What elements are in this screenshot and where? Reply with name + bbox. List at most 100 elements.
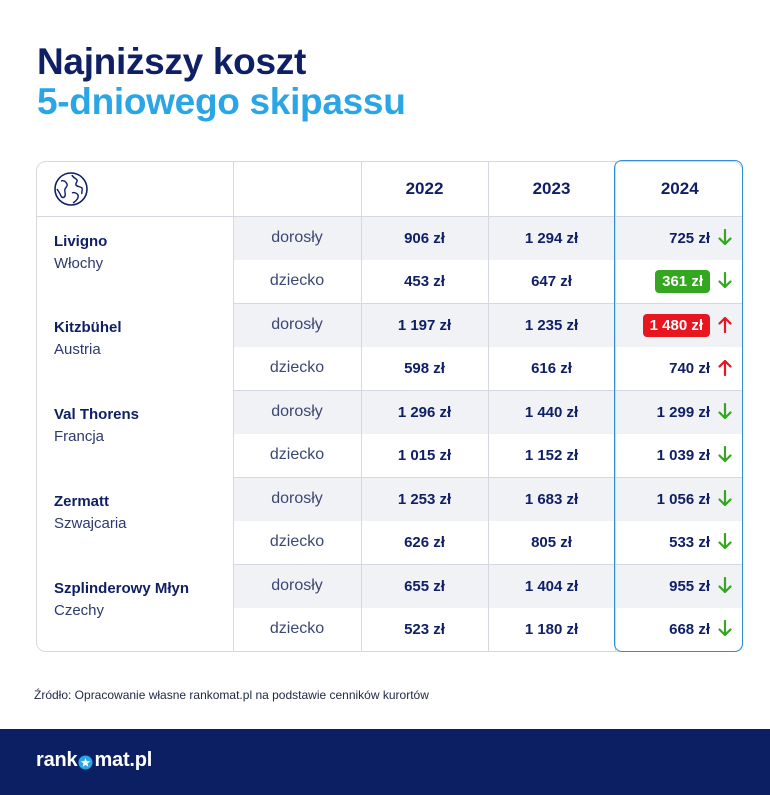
- price-y2024: 740 zł: [669, 360, 710, 377]
- resort-cell: Val Thorens Francja: [37, 390, 234, 477]
- page-title: Najniższy koszt 5-dniowego skipassu: [37, 42, 406, 122]
- price-y2022: 523 zł: [361, 607, 489, 651]
- price-y2022: 906 zł: [361, 216, 489, 260]
- title-line-2: 5-dniowego skipassu: [37, 81, 406, 122]
- price-y2024-cell: 361 zł: [615, 259, 742, 304]
- logo-text-right: mat.pl: [94, 749, 153, 771]
- price-y2023: 616 zł: [488, 346, 616, 391]
- header-empty-cell: [233, 162, 362, 217]
- resort-name: Zermatt: [54, 493, 110, 510]
- logo-text-left: rank: [36, 749, 78, 771]
- price-y2023: 1 235 zł: [488, 303, 616, 347]
- header-year-2024: 2024: [615, 162, 742, 217]
- price-y2024: 668 zł: [669, 621, 710, 639]
- resort-country: Czechy: [54, 602, 105, 619]
- footer-bar: rank mat.pl: [0, 729, 770, 795]
- price-y2022: 1 296 zł: [361, 390, 489, 434]
- source-note: Źródło: Opracowanie własne rankomat.pl n…: [34, 688, 429, 702]
- table-row: Kitzbühel Austria dorosły 1 197 zł 1 235 zł 1…: [37, 303, 742, 390]
- header-year-2023: 2023: [488, 162, 616, 217]
- table-row: dziecko 523 zł 1 180 zł 668 zł: [37, 607, 742, 651]
- price-y2024-cell: 1 039 zł: [615, 433, 742, 478]
- ticket-type: dorosły: [233, 303, 362, 347]
- arrow-down-icon: [718, 620, 732, 637]
- price-y2023: 1 180 zł: [488, 607, 616, 651]
- arrow-down-icon: [718, 402, 732, 420]
- price-y2022: 453 zł: [361, 259, 489, 304]
- arrow-down-icon: [718, 489, 732, 507]
- price-y2024-cell: 1 299 zł: [615, 390, 742, 434]
- resort-name: Kitzbühel: [54, 319, 122, 336]
- price-y2023: 805 zł: [488, 520, 616, 565]
- ticket-type: dorosły: [233, 477, 362, 521]
- price-y2023: 1 440 zł: [488, 390, 616, 434]
- price-y2024-cell: 955 zł: [615, 564, 742, 608]
- price-y2024: 361 zł: [655, 269, 710, 293]
- arrow-up-icon: [718, 316, 732, 333]
- resort-cell: Livigno Włochy: [37, 216, 234, 303]
- table-row: dziecko 453 zł 647 zł 361 zł: [37, 259, 742, 304]
- ticket-type: dziecko: [233, 259, 362, 304]
- title-line-1: Najniższy koszt: [37, 41, 306, 82]
- ticket-type: dorosły: [233, 390, 362, 434]
- table-row: Zermatt Szwajcaria dorosły 1 253 zł 1 683 zł…: [37, 477, 742, 564]
- price-y2024: 1 480 zł: [642, 313, 710, 337]
- header-icon-cell: [37, 162, 234, 217]
- price-y2022: 1 253 zł: [361, 477, 489, 521]
- resort-country: Francja: [54, 428, 105, 445]
- table-row: dziecko 626 zł 805 zł 533 zł: [37, 520, 742, 565]
- arrow-down-icon: [718, 271, 732, 289]
- price-y2023: 1 294 zł: [488, 216, 616, 260]
- price-y2024: 533 zł: [669, 534, 710, 551]
- resort-country: Austria: [54, 341, 101, 358]
- price-y2023: 1 152 zł: [488, 433, 616, 478]
- resort-cell: Szplinderowy Młyn Czechy: [37, 564, 234, 651]
- arrow-down-icon: [718, 532, 732, 550]
- arrow-down-icon: [718, 228, 732, 246]
- resort-country: Szwajcaria: [54, 515, 127, 532]
- ticket-type: dorosły: [233, 564, 362, 608]
- price-y2024: 1 056 zł: [656, 491, 710, 508]
- price-y2023: 1 404 zł: [488, 564, 616, 608]
- globe-icon: [53, 171, 89, 207]
- resort-country: Włochy: [54, 254, 104, 272]
- ticket-type: dorosły: [233, 216, 362, 260]
- price-y2022: 626 zł: [361, 520, 489, 565]
- price-y2024: 725 zł: [669, 230, 710, 247]
- ticket-type: dziecko: [233, 607, 362, 651]
- table-row: Szplinderowy Młyn Czechy dorosły 655 zł 1 40…: [37, 564, 742, 651]
- price-y2024-cell: 1 056 zł: [615, 477, 742, 521]
- ticket-type: dziecko: [233, 520, 362, 565]
- arrow-down-icon: [718, 445, 732, 463]
- price-table: 2022 2023 2024 Livigno Włochy dorosły 906 z…: [36, 161, 743, 652]
- table-row: Livigno Włochy dorosły 906 zł 1 294 zł 725 zł: [37, 216, 742, 303]
- resort-name: Val Thorens: [54, 406, 140, 423]
- price-y2024: 955 zł: [669, 578, 710, 595]
- price-y2022: 1 015 zł: [361, 433, 489, 478]
- ticket-type: dziecko: [233, 346, 362, 391]
- price-y2024-cell: 668 zł: [615, 607, 742, 651]
- price-y2022: 598 zł: [361, 346, 489, 391]
- table-row: Val Thorens Francja dorosły 1 296 zł 1 440 z…: [37, 390, 742, 477]
- price-y2023: 1 683 zł: [488, 477, 616, 521]
- table-row: dziecko 598 zł 616 zł 740 zł: [37, 346, 742, 391]
- table-row: dziecko 1 015 zł 1 152 zł 1 039 zł: [37, 433, 742, 478]
- table-header-row: 2022 2023 2024: [37, 162, 742, 217]
- arrow-down-icon: [718, 576, 732, 594]
- resort-name: Livigno: [54, 232, 108, 250]
- star-icon: [78, 753, 93, 770]
- price-y2024-cell: 725 zł: [615, 216, 742, 260]
- price-y2024: 1 299 zł: [656, 404, 710, 421]
- price-y2022: 1 197 zł: [361, 303, 489, 347]
- rankomat-logo: rank mat.pl: [36, 749, 152, 772]
- resort-cell: Kitzbühel Austria: [37, 303, 234, 390]
- price-y2024: 1 039 zł: [656, 447, 710, 464]
- price-y2023: 647 zł: [488, 259, 616, 304]
- resort-cell: Zermatt Szwajcaria: [37, 477, 234, 564]
- ticket-type: dziecko: [233, 433, 362, 478]
- header-year-2022: 2022: [361, 162, 489, 217]
- price-y2024-cell: 533 zł: [615, 520, 742, 565]
- resort-name: Szplinderowy Młyn: [54, 580, 190, 597]
- arrow-up-icon: [718, 359, 732, 377]
- price-y2024-cell: 1 480 zł: [615, 303, 742, 347]
